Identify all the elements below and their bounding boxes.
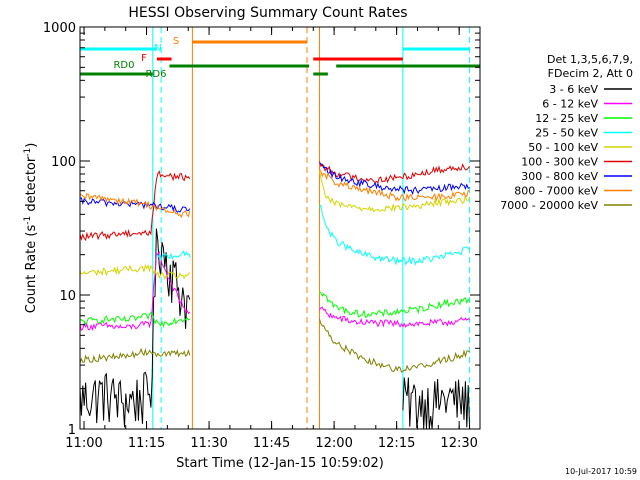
series-line-2-post: [319, 291, 471, 318]
y-axis-label: Count Rate (s-1 detector-1): [23, 143, 39, 314]
legend-label-4: 50 - 100 keV: [528, 141, 598, 154]
legend-label-0: 3 - 6 keV: [549, 83, 598, 96]
series-line-4-post: [319, 170, 471, 213]
series-line-6-pre: [79, 197, 191, 213]
legend-label-6: 300 - 800 keV: [521, 170, 598, 183]
plot-area: N S F RD0 RD6: [79, 27, 480, 430]
series-line-1-post: [319, 306, 470, 328]
legend-header-line-2: FDecim 2, Att 0: [548, 67, 633, 80]
series-line-3-post: [319, 204, 470, 266]
x-tick-label-3: 11:45: [253, 436, 290, 451]
series-line-0-post: [402, 377, 471, 430]
x-tick-label-6: 12:30: [440, 436, 477, 451]
series-line-2-pre: [79, 311, 191, 329]
y-tick-label-0: 1: [68, 423, 76, 438]
series-line-8-post: [319, 318, 470, 373]
x-axis-label: Start Time (12-Jan-15 10:59:02): [176, 456, 384, 471]
series-line-6-post: [319, 163, 470, 196]
series-line-1-pre: [79, 250, 191, 332]
legend: Det 1,3,5,6,7,9, FDecim 2, Att 0 3 - 6 k…: [500, 53, 633, 212]
y-tick-label-1: 10: [59, 289, 76, 304]
state-label-f: F: [141, 53, 147, 64]
y-axis-label-middle: detector: [24, 156, 39, 216]
series-line-3-pre: [156, 250, 191, 262]
x-tick-label-0: 11:00: [65, 436, 102, 451]
x-tick-label-1: 11:15: [128, 436, 165, 451]
plot-timestamp: 10-Jul-2017 10:59: [565, 467, 637, 476]
y-axis-label-exponent-2: -1: [23, 148, 33, 157]
y-axis-label-suffix: ): [24, 143, 39, 148]
series-line-5-post: [319, 161, 470, 184]
series-line-4-pre: [79, 263, 191, 280]
legend-label-3: 25 - 50 keV: [535, 127, 598, 140]
legend-label-5: 100 - 300 keV: [521, 156, 598, 169]
legend-label-8: 7000 - 20000 keV: [500, 199, 598, 212]
plot-frame: [79, 26, 481, 430]
series-line-7-post: [319, 169, 470, 202]
y-tick-label-3: 1000: [43, 21, 76, 36]
x-tick-label-2: 11:30: [190, 436, 227, 451]
series-line-7-pre: [79, 193, 191, 219]
y-axis-label-exponent: -1: [23, 216, 33, 225]
axis-ticks: 11:00 11:15 11:30 11:45 12:00 12:15 12:30 1 10 10…: [43, 21, 481, 451]
legend-header-line-1: Det 1,3,5,6,7,9,: [547, 53, 633, 66]
state-label-n: N: [154, 43, 161, 54]
state-label-s: S: [173, 36, 179, 47]
series-line-8-pre: [79, 347, 191, 364]
state-label-rd0: RD0: [113, 60, 134, 71]
legend-label-2: 12 - 25 keV: [535, 112, 598, 125]
chart-title: HESSI Observing Summary Count Rates: [128, 5, 407, 21]
legend-label-7: 800 - 7000 keV: [514, 185, 598, 198]
x-tick-label-5: 12:15: [378, 436, 415, 451]
series-line-0-pre: [79, 228, 191, 428]
y-tick-label-2: 100: [51, 155, 76, 170]
y-axis-label-prefix: Count Rate (s: [24, 225, 39, 314]
state-label-rd6: RD6: [145, 69, 166, 80]
x-tick-label-4: 12:00: [315, 436, 352, 451]
legend-label-1: 6 - 12 keV: [542, 98, 598, 111]
series-line-5-pre: [79, 170, 191, 242]
